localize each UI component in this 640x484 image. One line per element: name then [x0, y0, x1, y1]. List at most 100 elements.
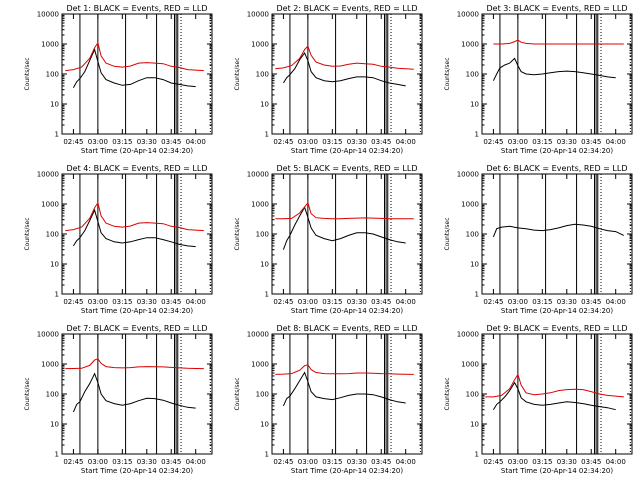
y-tick-label: 1000 — [41, 201, 59, 209]
x-tick-label: 03:15 — [112, 138, 132, 146]
x-tick-label: 03:15 — [532, 298, 552, 306]
x-axis-label: Start Time (20-Apr-14 02:34:20) — [81, 307, 193, 315]
y-tick-label: 10000 — [37, 11, 59, 19]
x-tick-label: 04:00 — [186, 298, 206, 306]
y-tick-label: 10 — [470, 261, 479, 269]
y-tick-label: 10000 — [457, 331, 479, 339]
panel-title: Det 2: BLACK = Events, RED = LLD — [277, 4, 418, 13]
series-line-events — [72, 208, 196, 248]
x-tick-label: 03:30 — [557, 138, 577, 146]
x-tick-label: 03:15 — [112, 458, 132, 466]
series-line-events — [72, 48, 196, 88]
x-tick-label: 03:15 — [532, 458, 552, 466]
plot-frame — [481, 13, 633, 135]
panel-title: Det 5: BLACK = Events, RED = LLD — [277, 164, 418, 173]
y-tick-label: 1 — [265, 451, 269, 459]
x-tick-label: 03:00 — [508, 458, 528, 466]
y-tick-label: 1000 — [461, 361, 479, 369]
chart-panel-5: Det 5: BLACK = Events, RED = LLD Counts/s… — [234, 164, 423, 315]
chart-panel-3: Det 3: BLACK = Events, RED = LLD Counts/s… — [444, 4, 633, 155]
series-line-events — [492, 57, 616, 81]
plot-frame — [61, 333, 213, 455]
y-tick-label: 100 — [256, 71, 269, 79]
x-tick-label: 02:45 — [273, 458, 293, 466]
x-tick-label: 04:00 — [396, 298, 416, 306]
y-tick-label: 10000 — [37, 331, 59, 339]
x-axis-label: Start Time (20-Apr-14 02:34:20) — [501, 147, 613, 155]
y-tick-label: 1 — [55, 131, 59, 139]
panel-title: Det 1: BLACK = Events, RED = LLD — [67, 4, 208, 13]
x-tick-label: 03:15 — [322, 298, 342, 306]
y-axis-label: Counts/sec — [234, 217, 241, 250]
x-tick-label: 04:00 — [606, 138, 626, 146]
y-tick-label: 100 — [256, 391, 269, 399]
y-tick-label: 1000 — [41, 41, 59, 49]
x-tick-label: 03:45 — [581, 458, 601, 466]
y-axis-label: Counts/sec — [444, 217, 451, 250]
x-tick-label: 03:45 — [161, 458, 181, 466]
x-tick-label: 02:45 — [273, 138, 293, 146]
y-tick-label: 1000 — [461, 201, 479, 209]
y-tick-label: 1 — [55, 451, 59, 459]
y-axis-label: Counts/sec — [234, 377, 241, 410]
x-tick-label: 03:00 — [298, 458, 318, 466]
plot-frame — [271, 333, 423, 455]
y-tick-label: 1 — [265, 131, 269, 139]
x-axis-label: Start Time (20-Apr-14 02:34:20) — [291, 467, 403, 475]
series-line-lld — [65, 41, 204, 72]
series-line-lld — [493, 39, 624, 45]
panel-title: Det 4: BLACK = Events, RED = LLD — [67, 164, 208, 173]
y-axis-label: Counts/sec — [24, 377, 31, 410]
y-tick-label: 1000 — [251, 41, 269, 49]
series-line-lld — [275, 201, 414, 220]
y-axis-label: Counts/sec — [234, 57, 241, 90]
x-tick-label: 03:00 — [508, 298, 528, 306]
x-tick-label: 03:30 — [347, 298, 367, 306]
x-tick-label: 03:45 — [581, 298, 601, 306]
x-tick-label: 03:30 — [347, 138, 367, 146]
series-line-lld — [65, 358, 204, 370]
x-tick-label: 03:30 — [557, 298, 577, 306]
y-tick-label: 1 — [475, 291, 479, 299]
y-tick-label: 10000 — [457, 171, 479, 179]
chart-panel-8: Det 8: BLACK = Events, RED = LLD Counts/s… — [234, 324, 423, 475]
series-line-events — [282, 52, 406, 87]
chart-panel-4: Det 4: BLACK = Events, RED = LLD Counts/s… — [24, 164, 213, 315]
x-axis-label: Start Time (20-Apr-14 02:34:20) — [501, 467, 613, 475]
y-tick-label: 10000 — [457, 11, 479, 19]
chart-panel-2: Det 2: BLACK = Events, RED = LLD Counts/s… — [234, 4, 423, 155]
x-tick-label: 03:00 — [88, 298, 108, 306]
x-tick-label: 03:00 — [88, 458, 108, 466]
y-tick-label: 10 — [470, 101, 479, 109]
x-tick-label: 03:00 — [508, 138, 528, 146]
y-tick-label: 1000 — [41, 361, 59, 369]
x-tick-label: 03:15 — [532, 138, 552, 146]
y-axis-label: Counts/sec — [24, 217, 31, 250]
series-line-events — [282, 371, 406, 407]
x-tick-label: 02:45 — [63, 298, 83, 306]
x-tick-label: 03:30 — [347, 458, 367, 466]
y-axis-label: Counts/sec — [444, 377, 451, 410]
y-tick-label: 10 — [260, 101, 269, 109]
x-tick-label: 02:45 — [273, 298, 293, 306]
y-axis-label: Counts/sec — [24, 57, 31, 90]
x-axis-label: Start Time (20-Apr-14 02:34:20) — [81, 147, 193, 155]
plot-frame — [61, 173, 213, 295]
y-tick-label: 100 — [46, 231, 59, 239]
x-tick-label: 02:45 — [483, 138, 503, 146]
x-tick-label: 03:45 — [161, 138, 181, 146]
y-tick-label: 10000 — [247, 171, 269, 179]
x-tick-label: 03:00 — [298, 138, 318, 146]
series-line-events — [282, 205, 406, 250]
plot-frame — [271, 13, 423, 135]
series-line-lld — [275, 45, 414, 70]
series-line-events — [492, 381, 616, 411]
y-tick-label: 10000 — [247, 331, 269, 339]
y-tick-label: 1000 — [461, 41, 479, 49]
x-tick-label: 02:45 — [63, 458, 83, 466]
x-tick-label: 03:00 — [88, 138, 108, 146]
x-tick-label: 03:45 — [161, 298, 181, 306]
y-axis-label: Counts/sec — [444, 57, 451, 90]
plot-frame — [61, 13, 213, 135]
